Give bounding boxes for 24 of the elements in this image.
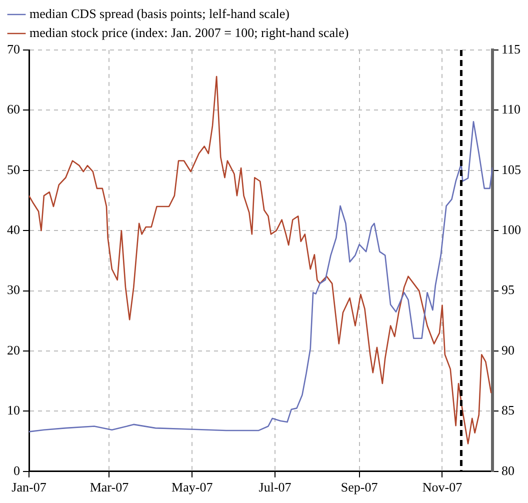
y2-tick-label: 100 — [502, 222, 521, 238]
x-tick-label: Nov-07 — [422, 480, 463, 495]
y-tick-label: 0 — [14, 462, 20, 478]
x-tick-label: Jul-07 — [258, 480, 292, 495]
x-tick-label: Sep-07 — [340, 480, 378, 495]
x-tick-label: Jan-07 — [12, 480, 47, 495]
y2-tick-label: 80 — [502, 462, 514, 478]
y-tick-label: 50 — [7, 162, 20, 177]
y2-tick-label: 110 — [502, 102, 521, 117]
legend-label: median CDS spread (basis points; lelf-hand scale) — [30, 6, 290, 21]
y-tick-label: 30 — [7, 282, 20, 298]
y-tick-label: 20 — [7, 342, 20, 358]
y-tick-label: 40 — [7, 222, 20, 238]
y2-tick-label: 105 — [502, 162, 521, 177]
legend-label: median stock price (index: Jan. 2007 = 100; right-hand scale) — [30, 24, 349, 40]
x-tick-label: May-07 — [172, 480, 214, 495]
y-tick-label: 70 — [7, 41, 20, 56]
y2-tick-label: 95 — [502, 282, 514, 298]
y2-tick-label: 85 — [502, 402, 514, 418]
y2-tick-label: 90 — [502, 342, 514, 358]
y-tick-label: 10 — [7, 402, 20, 418]
y2-tick-label: 115 — [502, 41, 521, 56]
x-tick-label: Mar-07 — [90, 480, 130, 495]
y-tick-label: 60 — [7, 102, 20, 117]
